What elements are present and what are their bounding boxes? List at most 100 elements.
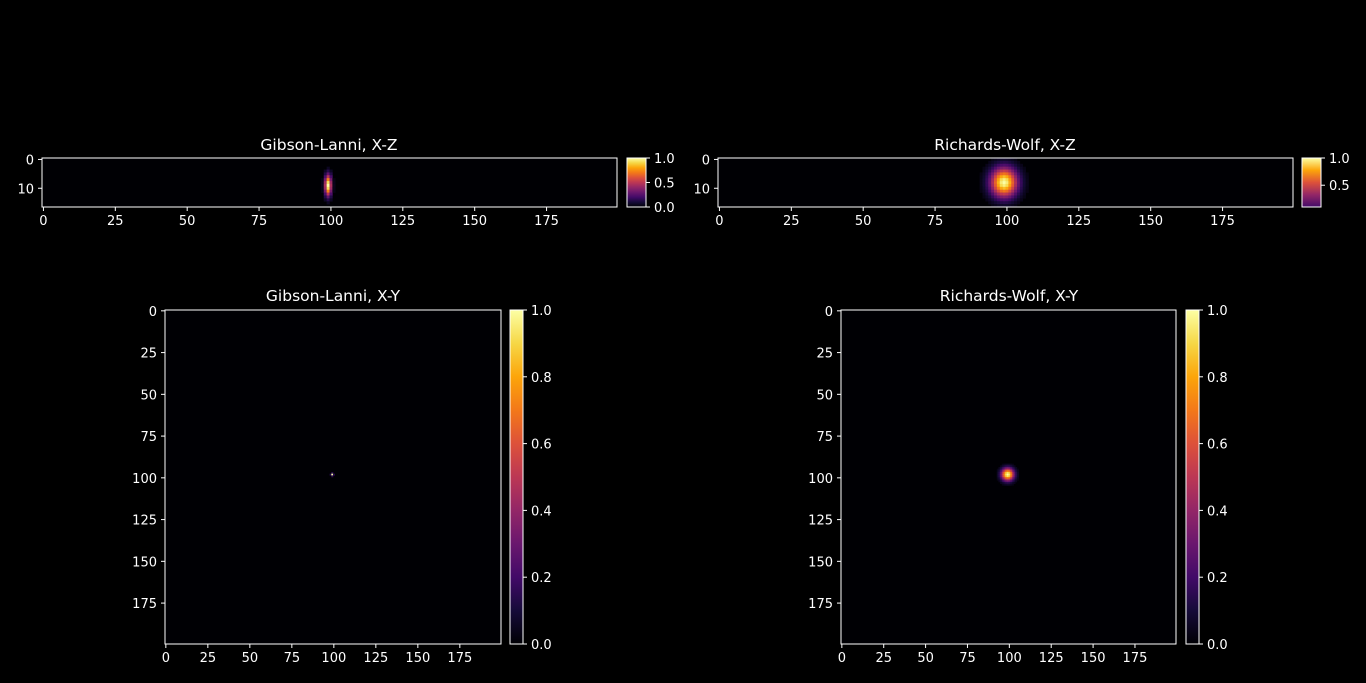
heatmap-cell: [1015, 473, 1018, 476]
heatmap-cell: [323, 172, 327, 176]
heatmap-cell: [1005, 158, 1009, 162]
heatmap-cell: [998, 466, 1001, 469]
heatmap-cell: [1003, 483, 1006, 486]
heatmap-cell: [1008, 463, 1011, 466]
heatmap-cell: [998, 480, 1001, 483]
heatmap-cell: [1017, 172, 1021, 176]
heatmap-cell: [326, 201, 330, 205]
colorbar-tick-label: 0.8: [1207, 371, 1228, 386]
heatmap-cell: [1002, 201, 1006, 205]
heatmap-cell: [1014, 158, 1018, 162]
heatmap-cell: [1005, 169, 1009, 173]
heatmap-cell: [996, 158, 1001, 162]
heatmap-cell: [1014, 198, 1018, 202]
heatmap-cell: [326, 192, 330, 196]
heatmap-cell: [999, 186, 1003, 191]
heatmap-cell: [1000, 466, 1003, 469]
heatmap-cell: [1025, 178, 1029, 182]
heatmap-cell: [1002, 160, 1006, 165]
heatmap-cell: [985, 195, 989, 199]
heatmap-cell: [1008, 183, 1012, 188]
heatmap-cell: [991, 183, 995, 188]
heatmap-cell: [1001, 471, 1004, 474]
heatmap-cell: [326, 172, 330, 176]
heatmap-cell: [1011, 198, 1015, 202]
heatmap-cell: [329, 181, 333, 185]
heatmap-cell: [1005, 465, 1008, 468]
heatmap-cell: [1010, 463, 1013, 466]
colorbar: [1186, 310, 1199, 644]
heatmap-cell: [1016, 477, 1019, 479]
heatmap-cell: [1006, 466, 1009, 469]
heatmap-cell: [991, 169, 995, 173]
heatmap-cell: [1013, 478, 1016, 481]
heatmap-cell: [1008, 163, 1012, 167]
heatmap-cell: [1003, 471, 1006, 474]
heatmap-cell: [979, 175, 983, 179]
heatmap-cell: [1005, 483, 1008, 486]
heatmap-cell: [1017, 169, 1021, 173]
heatmap-cell: [988, 189, 992, 193]
heatmap-cell: [1002, 195, 1006, 199]
panel-richards-wolf-xy: Richards-Wolf, X-Y 0 25 50 75 100 125 150 175 0 25…: [808, 287, 1228, 666]
heatmap-cell: [996, 181, 1001, 185]
colorbar-tick-label: 1.0: [1329, 152, 1350, 167]
heatmap-cell: [979, 189, 983, 193]
heatmap-cell: [1008, 465, 1011, 468]
heatmap-cell: [996, 163, 1001, 167]
heatmap-cell: [329, 175, 333, 179]
colorbar-tick-label: 0.6: [1207, 438, 1228, 453]
heatmap-cell: [1000, 482, 1003, 484]
heatmap-cell: [1019, 175, 1024, 179]
heatmap-cell: [1014, 166, 1018, 170]
heatmap-cell: [996, 183, 1001, 188]
colorbar-tick-label: 0.4: [1207, 504, 1228, 519]
heatmap-cell: [999, 178, 1003, 182]
heatmap-cell: [1025, 189, 1029, 193]
heatmap-cell: [1019, 186, 1024, 191]
x-tick-label: 100: [995, 214, 1020, 229]
heatmap-cell: [326, 169, 330, 173]
heatmap-cell: [994, 178, 998, 182]
heatmap-cell: [329, 186, 333, 191]
heatmap-cell: [982, 183, 986, 188]
x-tick-label: 100: [319, 214, 344, 229]
y-tick-label: 175: [132, 597, 157, 612]
colorbar: [1302, 158, 1321, 207]
x-tick-label: 75: [284, 651, 301, 666]
heatmap-cell: [326, 175, 330, 179]
heatmap-cell: [999, 204, 1003, 208]
heatmap-cell: [1005, 480, 1008, 483]
x-tick-label: 25: [107, 214, 124, 229]
heatmap-cell: [994, 172, 998, 176]
heatmap-cell: [998, 478, 1001, 481]
heatmap-cell: [1008, 470, 1011, 473]
panel-gibson-lanni-xz: Gibson-Lanni, X-Z 0 25 50 75 100 125 150 175 0 10 0…: [17, 136, 674, 229]
heatmap-cell: [1011, 189, 1015, 193]
heatmap-cell: [1008, 178, 1012, 182]
colorbar: [627, 158, 646, 207]
heatmap-cell: [996, 198, 1001, 202]
x-tick-label: 50: [179, 214, 196, 229]
heatmap-cell: [1002, 189, 1006, 193]
x-tick-label: 100: [997, 651, 1022, 666]
heatmap-cell: [996, 473, 999, 476]
heatmap-cell: [1005, 198, 1009, 202]
heatmap-cell: [1010, 470, 1013, 473]
heatmap-cell: [1013, 480, 1016, 483]
heatmap-cell: [1017, 201, 1021, 205]
heatmap-cell: [1013, 465, 1016, 468]
heatmap-cell: [1005, 175, 1009, 179]
heatmap-cell: [1005, 186, 1009, 191]
heatmap-cell: [1015, 468, 1018, 471]
x-tick-label: 150: [1081, 651, 1106, 666]
heatmap-cell: [988, 192, 992, 196]
heatmap-cell: [1014, 183, 1018, 188]
heatmap-cell: [1006, 463, 1009, 466]
heatmap-cell: [1002, 166, 1006, 170]
heatmap-cell: [1006, 477, 1009, 479]
axes-frame: [41, 157, 618, 208]
heatmap-cell: [323, 189, 327, 193]
colorbar-tick-label: 0.2: [1207, 571, 1228, 586]
heatmap-cell: [1008, 201, 1012, 205]
